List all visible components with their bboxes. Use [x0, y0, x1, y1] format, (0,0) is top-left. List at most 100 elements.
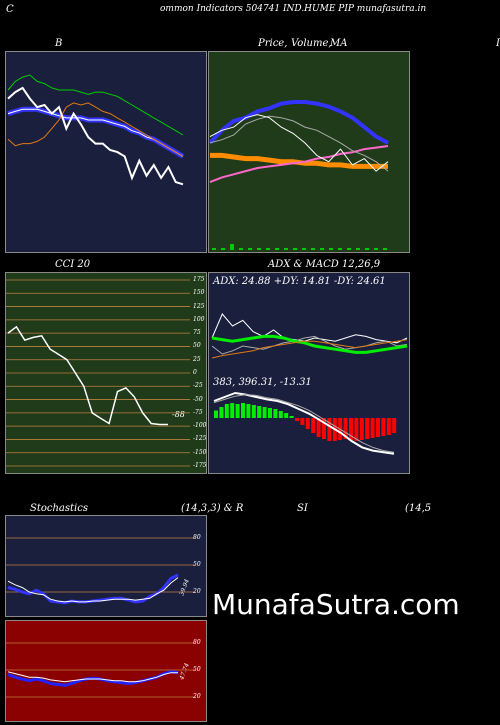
adx-panel — [208, 272, 410, 474]
volume-bar — [266, 248, 270, 250]
macd-histogram-bar — [268, 408, 272, 418]
cci-panel-label: CCI 20 — [55, 259, 91, 270]
cci-tick-label: -75 — [193, 408, 203, 416]
bb-middle-center — [7, 108, 184, 157]
stoch-tick-label: 20 — [193, 588, 201, 595]
volume-bar — [239, 248, 243, 250]
price-ma-gray — [209, 115, 389, 172]
macd-histogram-bar — [359, 418, 364, 440]
volume-bar — [302, 248, 306, 250]
macd-histogram-bar — [230, 403, 235, 418]
price-close-line — [209, 114, 389, 172]
macd-histogram-bar — [219, 407, 224, 418]
cci-tick-label: 175 — [193, 276, 205, 283]
macd-histogram-bar — [289, 416, 294, 418]
volume-bar — [212, 248, 216, 250]
macd-histogram-bar — [392, 418, 397, 433]
macd-histogram-bar — [273, 409, 278, 418]
volume-bar — [347, 248, 351, 250]
macd-histogram-bar — [224, 404, 229, 418]
cci-current-value: -88 — [172, 410, 185, 419]
macd-histogram-bar — [354, 418, 359, 441]
macd-histogram-bar — [370, 418, 375, 438]
price-panel — [208, 51, 410, 253]
volume-bar — [329, 248, 333, 250]
volume-bar — [311, 248, 315, 250]
rsi-panel-label: SI — [297, 503, 308, 514]
volume-bar — [365, 248, 369, 250]
stoch-d-line — [7, 577, 179, 603]
cci-tick-label: -100 — [193, 422, 207, 430]
price-label: Price, — [258, 38, 288, 49]
volume-label: Volume, — [291, 38, 332, 49]
bb-middle-band — [7, 106, 185, 159]
price-ma-pink — [209, 145, 389, 184]
rsi-params: (14,5 — [405, 503, 432, 514]
volume-bar — [257, 248, 261, 250]
macd-histogram-bar — [305, 418, 310, 429]
cci-tick-label: 50 — [193, 342, 201, 350]
cci-line — [7, 325, 168, 426]
macd-histogram-bar — [241, 403, 245, 418]
cci-tick-label: 0 — [193, 369, 197, 376]
cci-tick-label: 150 — [193, 289, 205, 297]
cci-tick-label: -25 — [193, 382, 203, 390]
macd-histogram-bar — [251, 405, 256, 418]
adx-minus-di — [211, 335, 408, 355]
macd-histogram-bar — [235, 404, 240, 418]
cci-tick-label: -50 — [193, 395, 203, 403]
volume-bar — [383, 248, 387, 250]
macd-histogram-bar — [327, 418, 332, 441]
adx-line — [211, 334, 408, 354]
macd-histogram-bar — [295, 418, 299, 421]
macd-histogram-bar — [257, 406, 262, 418]
volume-bar — [374, 248, 378, 250]
cci-tick-label: 100 — [193, 315, 205, 323]
adx-aux-line — [211, 339, 408, 359]
adx-panel-label: ADX & MACD 12,26,9 — [268, 259, 381, 270]
bb-lower-band — [7, 102, 184, 157]
macd-histogram-bar — [262, 407, 267, 418]
adx-values: ADX: 24.88 +DY: 14.81 -DY: 24.61 — [213, 276, 386, 287]
corner-letter: C — [6, 4, 14, 15]
macd-histogram-bar — [311, 418, 316, 433]
cci-tick-label: 125 — [193, 302, 205, 310]
corner-right-letter: I — [496, 38, 500, 49]
price-ma-blue — [208, 100, 389, 145]
macd-values: 383, 396.31, -13.31 — [213, 377, 312, 388]
macd-histogram-bar — [365, 418, 370, 439]
macd-histogram-bar — [343, 418, 348, 439]
cci-tick-label: -150 — [193, 448, 207, 456]
watermark: MunafaSutra.com — [212, 588, 460, 621]
macd-histogram-bar — [322, 418, 326, 439]
rsi-tick-label: 80 — [193, 639, 201, 646]
macd-histogram-bar — [284, 413, 289, 418]
rsi-signal-line — [7, 671, 178, 683]
cci-tick-label: -125 — [193, 435, 207, 443]
macd-histogram-bar — [246, 404, 251, 418]
macd-line — [213, 391, 395, 455]
volume-bar — [293, 248, 297, 250]
macd-signal-line — [213, 394, 395, 453]
volume-bar — [356, 248, 360, 250]
stoch-tick-label: 50 — [193, 561, 201, 568]
macd-histogram-bar — [349, 418, 353, 440]
volume-bar — [338, 248, 342, 250]
price-ma-orange — [210, 152, 388, 169]
macd-histogram-bar — [316, 418, 321, 437]
rsi-tick-label: 20 — [193, 693, 201, 700]
macd-histogram-bar — [214, 410, 218, 418]
cci-tick-label: -175 — [193, 462, 207, 469]
rsi-tick-label: 50 — [193, 666, 201, 673]
macd-histogram-bar — [376, 418, 380, 437]
cci-tick-label: 25 — [193, 355, 201, 363]
bb-price-line — [7, 86, 184, 186]
stoch-tick-label: 80 — [193, 534, 201, 541]
ma-label: MA — [330, 38, 348, 49]
volume-bar — [221, 248, 225, 250]
stoch-panel-label: Stochastics — [30, 503, 88, 514]
macd-histogram-bar — [278, 411, 283, 418]
stoch-k-line — [7, 573, 179, 605]
